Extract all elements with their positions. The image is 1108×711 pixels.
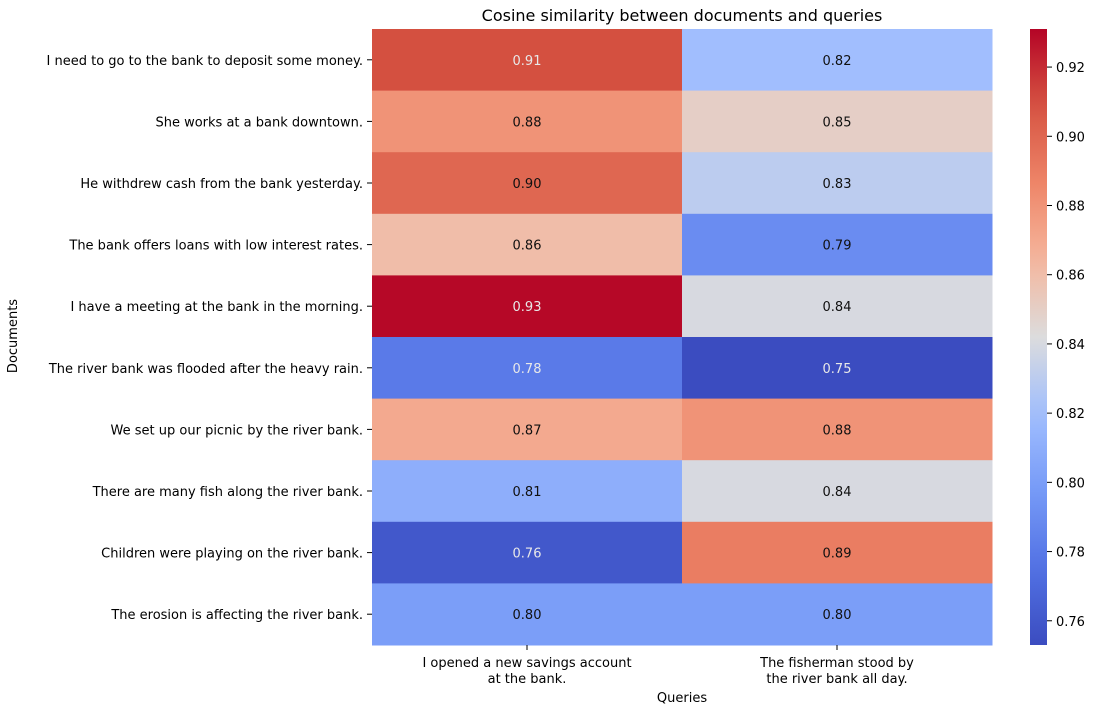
heatmap-cell	[682, 29, 993, 92]
cell-value-label: 0.82	[823, 54, 852, 69]
colorbar-tick-label: 0.82	[1056, 407, 1085, 422]
colorbar-tick-label: 0.86	[1056, 269, 1085, 284]
y-tick-label: There are many fish along the river bank…	[92, 485, 363, 500]
colorbar-tick-label: 0.88	[1056, 199, 1085, 214]
y-tick-label: Children were playing on the river bank.	[101, 547, 363, 562]
heatmap-cell	[682, 90, 993, 153]
cell-value-label: 0.78	[513, 362, 542, 377]
heatmap-cell	[372, 275, 683, 338]
x-tick-label: The fisherman stood by	[759, 656, 914, 671]
x-tick-label: at the bank.	[488, 672, 567, 687]
cell-value-label: 0.91	[513, 54, 542, 69]
heatmap-cell	[682, 213, 993, 276]
heatmap-cell	[372, 398, 683, 461]
cell-value-label: 0.80	[823, 608, 852, 623]
y-tick-label: I have a meeting at the bank in the morn…	[70, 300, 363, 315]
cell-value-label: 0.76	[513, 547, 542, 562]
cell-value-label: 0.80	[513, 608, 542, 623]
heatmap-cell	[372, 152, 683, 215]
cell-annotations: 0.91 0.82 0.88 0.85 0.90 0.83 0.86 0.79 0.93 0.84…	[513, 54, 852, 623]
cell-value-label: 0.90	[513, 177, 542, 192]
y-tick-label: I need to go to the bank to deposit some…	[47, 54, 363, 69]
colorbar-tick-label: 0.90	[1056, 130, 1085, 145]
colorbar-gradient	[1030, 29, 1047, 645]
y-axis-label: Documents	[6, 299, 21, 373]
colorbar-tick-label: 0.80	[1056, 476, 1085, 491]
colorbar-tick-label: 0.76	[1056, 615, 1085, 630]
heatmap-cell	[682, 521, 993, 584]
heatmap-cell	[372, 90, 683, 153]
cell-value-label: 0.84	[823, 300, 852, 315]
heatmap-cell	[682, 337, 993, 400]
heatmap-cell	[372, 29, 683, 92]
heatmap-cells	[372, 29, 993, 646]
colorbar: 0.76 0.78 0.80 0.82 0.84 0.86 0.88 0.90 0.92	[1030, 29, 1085, 645]
heatmap-cell	[682, 275, 993, 338]
x-axis-label: Queries	[657, 691, 707, 706]
y-tick-label: The river bank was flooded after the hea…	[48, 362, 363, 377]
cell-value-label: 0.85	[823, 115, 852, 130]
cell-value-label: 0.79	[823, 239, 852, 254]
cell-value-label: 0.88	[513, 115, 542, 130]
cell-value-label: 0.75	[823, 362, 852, 377]
y-tick-label: She works at a bank downtown.	[155, 115, 363, 130]
cell-value-label: 0.87	[513, 423, 542, 438]
colorbar-tick-label: 0.92	[1056, 61, 1085, 76]
heatmap-cell	[372, 460, 683, 523]
cell-value-label: 0.88	[823, 423, 852, 438]
heatmap-cell	[682, 398, 993, 461]
cell-value-label: 0.86	[513, 239, 542, 254]
cell-value-label: 0.93	[513, 300, 542, 315]
heatmap-cell	[372, 213, 683, 276]
y-tick-label: He withdrew cash from the bank yesterday…	[80, 177, 363, 192]
y-tick-label: We set up our picnic by the river bank.	[111, 423, 363, 438]
heatmap-cell	[372, 583, 683, 646]
x-tick-label: I opened a new savings account	[422, 656, 631, 671]
y-axis-ticks: I need to go to the bank to deposit some…	[47, 54, 372, 623]
colorbar-tick-label: 0.84	[1056, 338, 1085, 353]
cell-value-label: 0.84	[823, 485, 852, 500]
heatmap-cell	[682, 583, 993, 646]
heatmap-cell	[682, 152, 993, 215]
y-tick-label: The erosion is affecting the river bank.	[110, 608, 363, 623]
chart-title: Cosine similarity between documents and …	[482, 6, 883, 25]
cell-value-label: 0.83	[823, 177, 852, 192]
cell-value-label: 0.81	[513, 485, 542, 500]
heatmap-cell	[372, 337, 683, 400]
x-tick-label: the river bank all day.	[766, 672, 907, 687]
cell-value-label: 0.89	[823, 547, 852, 562]
colorbar-tick-label: 0.78	[1056, 546, 1085, 561]
heatmap-cell	[372, 521, 683, 584]
y-tick-label: The bank offers loans with low interest …	[68, 239, 363, 254]
heatmap-cell	[682, 460, 993, 523]
